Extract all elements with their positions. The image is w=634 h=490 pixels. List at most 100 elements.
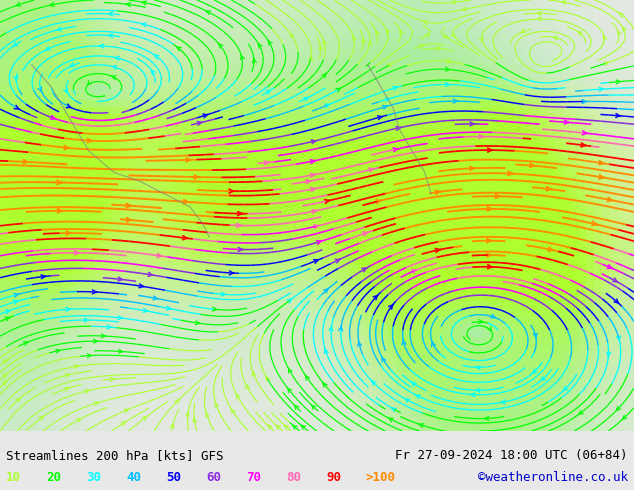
FancyArrowPatch shape	[258, 43, 262, 48]
FancyArrowPatch shape	[212, 307, 217, 311]
FancyArrowPatch shape	[175, 399, 179, 403]
FancyArrowPatch shape	[423, 21, 428, 24]
FancyArrowPatch shape	[154, 55, 159, 59]
FancyArrowPatch shape	[371, 380, 376, 385]
FancyArrowPatch shape	[107, 325, 112, 329]
FancyArrowPatch shape	[470, 393, 475, 397]
FancyArrowPatch shape	[51, 116, 56, 119]
FancyArrowPatch shape	[604, 35, 607, 40]
FancyArrowPatch shape	[266, 90, 271, 94]
FancyArrowPatch shape	[607, 197, 612, 201]
FancyArrowPatch shape	[592, 221, 597, 225]
FancyArrowPatch shape	[112, 66, 117, 69]
FancyArrowPatch shape	[582, 131, 587, 135]
FancyArrowPatch shape	[373, 295, 378, 300]
FancyArrowPatch shape	[203, 114, 208, 118]
FancyArrowPatch shape	[268, 40, 272, 45]
FancyArrowPatch shape	[508, 172, 513, 175]
FancyArrowPatch shape	[64, 146, 69, 149]
FancyArrowPatch shape	[604, 62, 609, 66]
FancyArrowPatch shape	[287, 299, 292, 303]
FancyArrowPatch shape	[284, 425, 288, 429]
FancyArrowPatch shape	[141, 23, 146, 26]
FancyArrowPatch shape	[389, 304, 394, 309]
FancyArrowPatch shape	[329, 325, 333, 331]
FancyArrowPatch shape	[195, 321, 200, 325]
FancyArrowPatch shape	[124, 409, 129, 413]
FancyArrowPatch shape	[176, 47, 181, 51]
FancyArrowPatch shape	[14, 105, 19, 109]
FancyArrowPatch shape	[112, 76, 116, 79]
FancyArrowPatch shape	[479, 135, 484, 139]
FancyArrowPatch shape	[57, 27, 61, 31]
FancyArrowPatch shape	[186, 158, 191, 162]
FancyArrowPatch shape	[268, 424, 272, 429]
FancyArrowPatch shape	[143, 309, 148, 312]
FancyArrowPatch shape	[541, 376, 545, 381]
FancyArrowPatch shape	[419, 45, 424, 48]
FancyArrowPatch shape	[183, 236, 188, 240]
FancyArrowPatch shape	[393, 148, 398, 152]
FancyArrowPatch shape	[563, 387, 568, 391]
FancyArrowPatch shape	[488, 207, 493, 211]
FancyArrowPatch shape	[436, 248, 441, 252]
FancyArrowPatch shape	[245, 384, 249, 389]
FancyArrowPatch shape	[382, 105, 387, 109]
Text: 70: 70	[246, 471, 261, 484]
FancyArrowPatch shape	[447, 59, 451, 63]
FancyArrowPatch shape	[622, 415, 627, 420]
FancyArrowPatch shape	[118, 316, 122, 319]
Text: 20: 20	[46, 471, 61, 484]
FancyArrowPatch shape	[582, 99, 586, 103]
FancyArrowPatch shape	[377, 116, 382, 120]
Text: 10: 10	[6, 471, 22, 484]
FancyArrowPatch shape	[142, 416, 147, 420]
FancyArrowPatch shape	[488, 326, 491, 331]
FancyArrowPatch shape	[238, 247, 243, 251]
FancyArrowPatch shape	[126, 218, 131, 221]
FancyArrowPatch shape	[314, 225, 319, 229]
FancyArrowPatch shape	[75, 251, 79, 255]
FancyArrowPatch shape	[478, 319, 483, 323]
FancyArrowPatch shape	[142, 1, 146, 5]
FancyArrowPatch shape	[336, 88, 340, 92]
FancyArrowPatch shape	[419, 424, 424, 427]
FancyArrowPatch shape	[100, 44, 103, 48]
FancyArrowPatch shape	[193, 417, 197, 422]
FancyArrowPatch shape	[108, 12, 113, 16]
FancyArrowPatch shape	[445, 67, 450, 71]
FancyArrowPatch shape	[325, 348, 328, 354]
FancyArrowPatch shape	[166, 306, 171, 310]
FancyArrowPatch shape	[23, 160, 29, 164]
FancyArrowPatch shape	[186, 411, 190, 416]
FancyArrowPatch shape	[445, 82, 450, 86]
FancyArrowPatch shape	[491, 314, 496, 318]
FancyArrowPatch shape	[206, 11, 210, 15]
FancyArrowPatch shape	[94, 402, 99, 406]
FancyArrowPatch shape	[2, 381, 7, 385]
FancyArrowPatch shape	[385, 98, 390, 101]
FancyArrowPatch shape	[389, 418, 393, 422]
FancyArrowPatch shape	[363, 232, 368, 236]
FancyArrowPatch shape	[57, 180, 62, 184]
FancyArrowPatch shape	[533, 333, 537, 339]
FancyArrowPatch shape	[221, 292, 226, 296]
FancyArrowPatch shape	[393, 86, 398, 90]
FancyArrowPatch shape	[14, 76, 18, 81]
FancyArrowPatch shape	[453, 99, 458, 103]
FancyArrowPatch shape	[312, 210, 317, 213]
FancyArrowPatch shape	[305, 375, 309, 380]
FancyArrowPatch shape	[119, 349, 123, 353]
FancyArrowPatch shape	[252, 58, 256, 63]
FancyArrowPatch shape	[479, 37, 482, 41]
Text: 60: 60	[206, 471, 221, 484]
FancyArrowPatch shape	[599, 175, 604, 179]
FancyArrowPatch shape	[443, 34, 448, 38]
FancyArrowPatch shape	[425, 33, 429, 38]
FancyArrowPatch shape	[548, 247, 553, 251]
FancyArrowPatch shape	[46, 47, 50, 50]
FancyArrowPatch shape	[157, 254, 162, 257]
FancyArrowPatch shape	[264, 161, 269, 165]
FancyArrowPatch shape	[13, 300, 18, 304]
FancyArrowPatch shape	[23, 342, 28, 345]
